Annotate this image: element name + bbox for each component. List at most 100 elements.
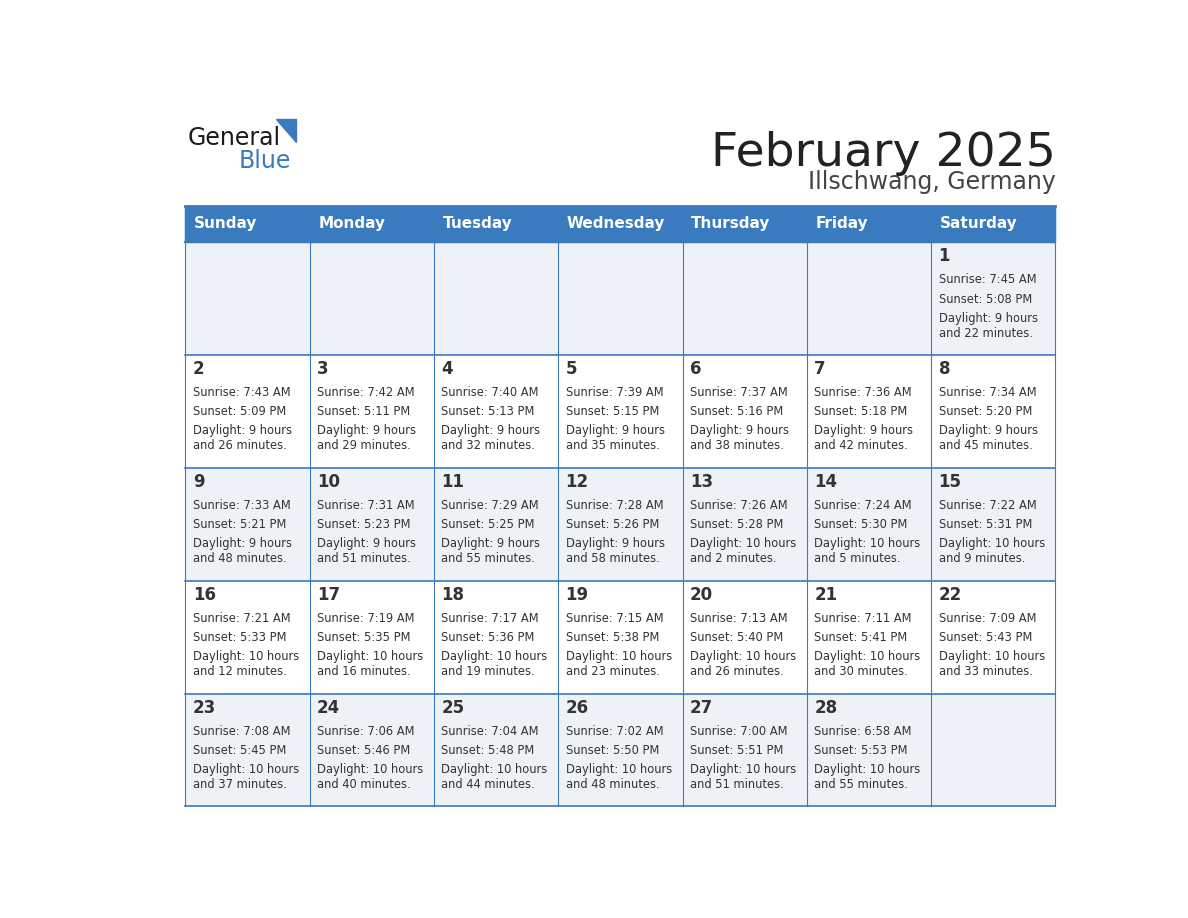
FancyBboxPatch shape	[931, 468, 1055, 581]
Text: Sunrise: 7:42 AM: Sunrise: 7:42 AM	[317, 386, 415, 399]
Text: Sunrise: 7:31 AM: Sunrise: 7:31 AM	[317, 499, 415, 512]
FancyBboxPatch shape	[682, 581, 807, 694]
Text: 28: 28	[814, 699, 838, 717]
Text: Sunrise: 7:39 AM: Sunrise: 7:39 AM	[565, 386, 663, 399]
Text: Daylight: 10 hours
and 12 minutes.: Daylight: 10 hours and 12 minutes.	[192, 650, 299, 678]
Text: Daylight: 9 hours
and 51 minutes.: Daylight: 9 hours and 51 minutes.	[317, 537, 416, 565]
Text: Sunset: 5:15 PM: Sunset: 5:15 PM	[565, 406, 659, 419]
Text: 1: 1	[939, 247, 950, 265]
Text: Sunrise: 6:58 AM: Sunrise: 6:58 AM	[814, 724, 911, 738]
FancyBboxPatch shape	[807, 694, 931, 806]
Text: Sunset: 5:35 PM: Sunset: 5:35 PM	[317, 631, 411, 644]
Text: Daylight: 10 hours
and 51 minutes.: Daylight: 10 hours and 51 minutes.	[690, 763, 796, 791]
Text: Daylight: 10 hours
and 2 minutes.: Daylight: 10 hours and 2 minutes.	[690, 537, 796, 565]
Text: Daylight: 10 hours
and 44 minutes.: Daylight: 10 hours and 44 minutes.	[442, 763, 548, 791]
Text: 9: 9	[192, 473, 204, 491]
Text: Sunset: 5:28 PM: Sunset: 5:28 PM	[690, 518, 783, 532]
FancyBboxPatch shape	[558, 206, 682, 242]
Text: Daylight: 10 hours
and 23 minutes.: Daylight: 10 hours and 23 minutes.	[565, 650, 672, 678]
Text: Sunset: 5:26 PM: Sunset: 5:26 PM	[565, 518, 659, 532]
FancyBboxPatch shape	[807, 355, 931, 468]
Text: Daylight: 10 hours
and 26 minutes.: Daylight: 10 hours and 26 minutes.	[690, 650, 796, 678]
Text: Sunset: 5:25 PM: Sunset: 5:25 PM	[442, 518, 535, 532]
Text: Sunday: Sunday	[194, 217, 258, 231]
FancyBboxPatch shape	[682, 468, 807, 581]
Text: Daylight: 9 hours
and 38 minutes.: Daylight: 9 hours and 38 minutes.	[690, 424, 789, 453]
Text: Sunrise: 7:28 AM: Sunrise: 7:28 AM	[565, 499, 663, 512]
Text: Sunset: 5:43 PM: Sunset: 5:43 PM	[939, 631, 1032, 644]
FancyBboxPatch shape	[310, 468, 434, 581]
Text: 13: 13	[690, 473, 713, 491]
FancyBboxPatch shape	[434, 694, 558, 806]
FancyBboxPatch shape	[931, 581, 1055, 694]
Text: Sunrise: 7:26 AM: Sunrise: 7:26 AM	[690, 499, 788, 512]
FancyBboxPatch shape	[434, 242, 558, 355]
Text: Sunrise: 7:43 AM: Sunrise: 7:43 AM	[192, 386, 290, 399]
Text: Daylight: 9 hours
and 45 minutes.: Daylight: 9 hours and 45 minutes.	[939, 424, 1037, 453]
Text: Daylight: 9 hours
and 58 minutes.: Daylight: 9 hours and 58 minutes.	[565, 537, 664, 565]
FancyBboxPatch shape	[931, 206, 1055, 242]
Text: Sunset: 5:50 PM: Sunset: 5:50 PM	[565, 744, 659, 756]
Text: Sunrise: 7:40 AM: Sunrise: 7:40 AM	[442, 386, 539, 399]
FancyBboxPatch shape	[931, 694, 1055, 806]
Text: Sunrise: 7:04 AM: Sunrise: 7:04 AM	[442, 724, 539, 738]
Text: Illschwang, Germany: Illschwang, Germany	[808, 170, 1055, 195]
Text: Sunset: 5:38 PM: Sunset: 5:38 PM	[565, 631, 659, 644]
Text: Sunset: 5:23 PM: Sunset: 5:23 PM	[317, 518, 411, 532]
Text: Sunset: 5:21 PM: Sunset: 5:21 PM	[192, 518, 286, 532]
Text: Sunset: 5:11 PM: Sunset: 5:11 PM	[317, 406, 410, 419]
FancyBboxPatch shape	[558, 581, 682, 694]
Text: Daylight: 10 hours
and 16 minutes.: Daylight: 10 hours and 16 minutes.	[317, 650, 423, 678]
FancyBboxPatch shape	[558, 242, 682, 355]
Text: Daylight: 10 hours
and 33 minutes.: Daylight: 10 hours and 33 minutes.	[939, 650, 1044, 678]
FancyBboxPatch shape	[807, 468, 931, 581]
Text: Daylight: 10 hours
and 9 minutes.: Daylight: 10 hours and 9 minutes.	[939, 537, 1044, 565]
Text: Daylight: 9 hours
and 48 minutes.: Daylight: 9 hours and 48 minutes.	[192, 537, 292, 565]
Text: Sunrise: 7:34 AM: Sunrise: 7:34 AM	[939, 386, 1036, 399]
Text: 3: 3	[317, 360, 329, 378]
Text: 8: 8	[939, 360, 950, 378]
FancyBboxPatch shape	[434, 206, 558, 242]
FancyBboxPatch shape	[434, 581, 558, 694]
Text: 22: 22	[939, 586, 962, 604]
Text: Daylight: 10 hours
and 40 minutes.: Daylight: 10 hours and 40 minutes.	[317, 763, 423, 791]
Text: Daylight: 9 hours
and 35 minutes.: Daylight: 9 hours and 35 minutes.	[565, 424, 664, 453]
Text: Thursday: Thursday	[691, 217, 771, 231]
Text: Wednesday: Wednesday	[567, 217, 665, 231]
FancyBboxPatch shape	[931, 242, 1055, 355]
Text: Daylight: 9 hours
and 26 minutes.: Daylight: 9 hours and 26 minutes.	[192, 424, 292, 453]
FancyBboxPatch shape	[807, 581, 931, 694]
FancyBboxPatch shape	[310, 694, 434, 806]
Text: Daylight: 10 hours
and 48 minutes.: Daylight: 10 hours and 48 minutes.	[565, 763, 672, 791]
FancyBboxPatch shape	[682, 242, 807, 355]
Text: Sunset: 5:48 PM: Sunset: 5:48 PM	[442, 744, 535, 756]
Text: Sunset: 5:41 PM: Sunset: 5:41 PM	[814, 631, 908, 644]
Text: 12: 12	[565, 473, 589, 491]
Text: Sunrise: 7:08 AM: Sunrise: 7:08 AM	[192, 724, 290, 738]
FancyBboxPatch shape	[310, 242, 434, 355]
Text: Blue: Blue	[239, 149, 291, 173]
Text: Sunset: 5:13 PM: Sunset: 5:13 PM	[442, 406, 535, 419]
Text: Sunset: 5:31 PM: Sunset: 5:31 PM	[939, 518, 1032, 532]
FancyBboxPatch shape	[682, 694, 807, 806]
Text: 11: 11	[442, 473, 465, 491]
Text: Monday: Monday	[318, 217, 385, 231]
Text: Sunset: 5:18 PM: Sunset: 5:18 PM	[814, 406, 908, 419]
Text: Sunrise: 7:24 AM: Sunrise: 7:24 AM	[814, 499, 912, 512]
Text: February 2025: February 2025	[710, 131, 1055, 176]
Text: 10: 10	[317, 473, 340, 491]
Text: Sunrise: 7:36 AM: Sunrise: 7:36 AM	[814, 386, 912, 399]
Text: Sunrise: 7:11 AM: Sunrise: 7:11 AM	[814, 612, 911, 625]
Text: General: General	[188, 126, 280, 150]
Text: Sunrise: 7:15 AM: Sunrise: 7:15 AM	[565, 612, 663, 625]
Text: Daylight: 10 hours
and 37 minutes.: Daylight: 10 hours and 37 minutes.	[192, 763, 299, 791]
Text: Friday: Friday	[815, 217, 868, 231]
Text: Sunset: 5:46 PM: Sunset: 5:46 PM	[317, 744, 410, 756]
FancyBboxPatch shape	[931, 355, 1055, 468]
FancyBboxPatch shape	[682, 206, 807, 242]
FancyBboxPatch shape	[185, 355, 310, 468]
Polygon shape	[276, 118, 296, 142]
Text: Sunrise: 7:17 AM: Sunrise: 7:17 AM	[442, 612, 539, 625]
Text: 25: 25	[442, 699, 465, 717]
Text: 7: 7	[814, 360, 826, 378]
